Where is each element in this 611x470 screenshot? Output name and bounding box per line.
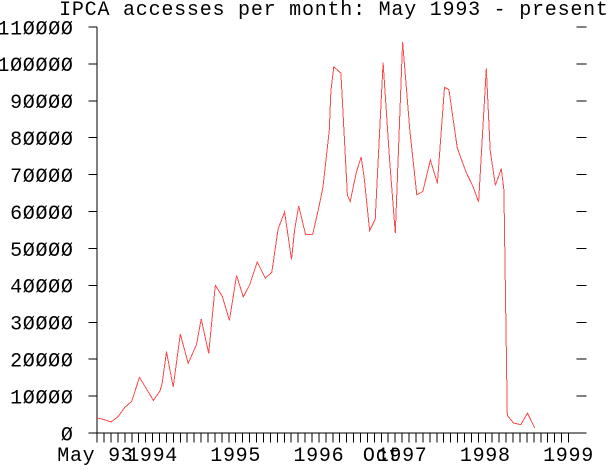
- svg-text:1997: 1997: [377, 445, 428, 465]
- svg-text:5ØØØØ: 5ØØØØ: [10, 240, 74, 263]
- svg-text:1996: 1996: [293, 445, 344, 465]
- svg-text:1999: 1999: [543, 445, 594, 465]
- svg-text:7ØØØØ: 7ØØØØ: [10, 166, 74, 189]
- svg-text:May 93: May 93: [57, 445, 133, 465]
- svg-text:1ØØØØ: 1ØØØØ: [10, 387, 74, 410]
- svg-text:1998: 1998: [460, 445, 511, 465]
- svg-text:1ØØØØØ: 1ØØØØØ: [0, 55, 74, 78]
- svg-text:6ØØØØ: 6ØØØØ: [10, 203, 74, 226]
- svg-text:IPCA accesses per month: May 1: IPCA accesses per month: May 1993 - pres…: [59, 0, 609, 22]
- svg-text:8ØØØØ: 8ØØØØ: [10, 129, 74, 152]
- svg-text:1994: 1994: [127, 445, 178, 465]
- svg-text:4ØØØØ: 4ØØØØ: [10, 277, 74, 300]
- svg-text:3ØØØØ: 3ØØØØ: [10, 314, 74, 337]
- svg-text:9ØØØØ: 9ØØØØ: [10, 92, 74, 115]
- svg-text:1995: 1995: [210, 445, 261, 465]
- svg-text:2ØØØØ: 2ØØØØ: [10, 351, 74, 374]
- svg-text:Oct: Oct: [363, 445, 401, 465]
- svg-text:11ØØØØ: 11ØØØØ: [0, 18, 74, 41]
- svg-text:Ø: Ø: [61, 424, 74, 447]
